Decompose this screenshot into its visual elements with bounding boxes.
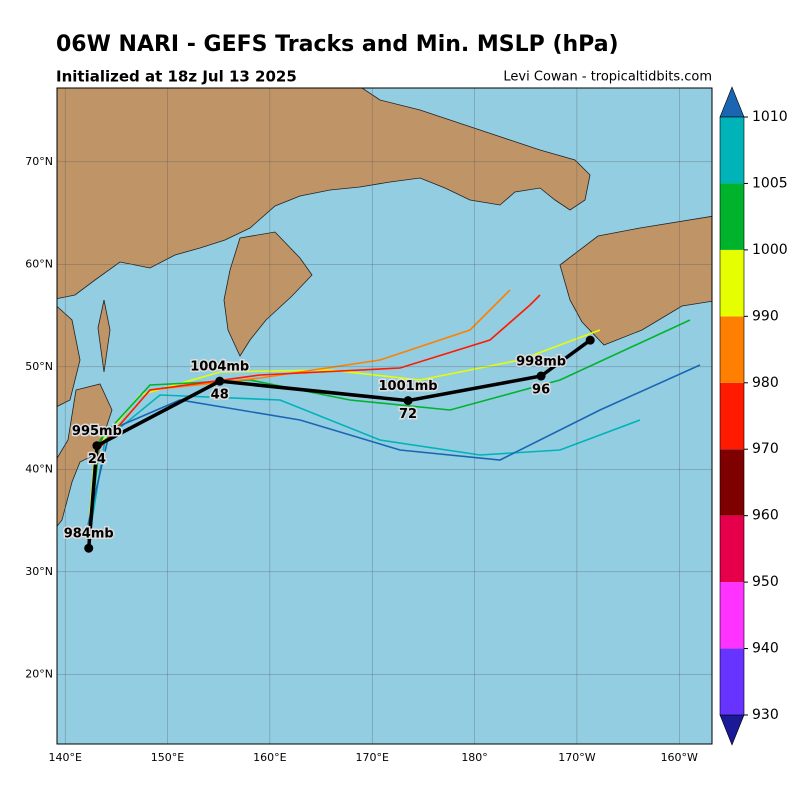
colorbar-label: 980 bbox=[752, 375, 779, 391]
colorbar-label: 990 bbox=[752, 308, 779, 324]
track-point bbox=[403, 396, 413, 406]
lon-label: 140°E bbox=[48, 751, 81, 764]
mean-track bbox=[86, 338, 592, 549]
track-point bbox=[536, 371, 546, 381]
sakhalin bbox=[97, 299, 111, 373]
colorbar-segment bbox=[720, 382, 744, 450]
colorbar-segment bbox=[720, 249, 744, 317]
land bbox=[57, 88, 712, 527]
kamchatka bbox=[223, 231, 313, 357]
colorbar-under bbox=[719, 714, 745, 746]
track-point bbox=[585, 335, 595, 345]
hour-label: 48 bbox=[211, 388, 229, 403]
member-track bbox=[87, 364, 701, 526]
asia-coast bbox=[57, 305, 81, 407]
track-point bbox=[92, 441, 102, 451]
hour-label: 72 bbox=[399, 407, 417, 422]
lat-label: 70°N bbox=[25, 155, 53, 168]
colorbar-label: 1005 bbox=[752, 175, 788, 191]
lat-label: 20°N bbox=[25, 667, 53, 680]
colorbar-label: 1010 bbox=[752, 109, 788, 125]
lat-label: 30°N bbox=[25, 565, 53, 578]
lat-label: 60°N bbox=[25, 257, 53, 270]
siberia bbox=[57, 88, 591, 300]
colorbar-label: 940 bbox=[752, 641, 779, 657]
lat-label: 40°N bbox=[25, 462, 53, 475]
colorbar-segment bbox=[720, 183, 744, 250]
title: 06W NARI - GEFS Tracks and Min. MSLP (hP… bbox=[56, 32, 619, 57]
colorbar-segment bbox=[720, 449, 744, 516]
lon-label: 160°W bbox=[661, 751, 698, 764]
pressure-label: 1004mb bbox=[190, 360, 249, 375]
lon-label: 180° bbox=[461, 751, 488, 764]
credit: Levi Cowan - tropicaltidbits.com bbox=[503, 70, 712, 85]
pressure-label: 998mb bbox=[516, 355, 566, 370]
pressure-label: 984mb bbox=[64, 527, 114, 542]
hour-label: 24 bbox=[88, 452, 106, 467]
track-point bbox=[215, 376, 225, 386]
lon-label: 170°E bbox=[355, 751, 388, 764]
map-frame bbox=[56, 87, 713, 745]
colorbar-segment bbox=[720, 515, 744, 583]
lat-label: 50°N bbox=[25, 360, 53, 373]
colorbar-label: 930 bbox=[752, 707, 779, 723]
lon-label: 160°E bbox=[253, 751, 286, 764]
colorbar-segment bbox=[720, 648, 744, 715]
pressure-label: 1001mb bbox=[379, 379, 438, 394]
alaska bbox=[559, 215, 712, 346]
colorbar-segment bbox=[720, 582, 744, 649]
colorbar-segment bbox=[720, 117, 744, 184]
colorbar-segment bbox=[720, 316, 744, 383]
hour-label: 96 bbox=[532, 383, 550, 398]
colorbar-label: 950 bbox=[752, 574, 779, 590]
colorbar-label: 1000 bbox=[752, 242, 788, 258]
lon-label: 170°W bbox=[558, 751, 595, 764]
colorbar-label: 960 bbox=[752, 508, 779, 524]
colorbar-frame bbox=[719, 116, 745, 716]
pressure-label: 995mb bbox=[72, 424, 122, 439]
subtitle: Initialized at 18z Jul 13 2025 bbox=[56, 68, 297, 86]
colorbar-over bbox=[719, 86, 745, 118]
track-point bbox=[84, 543, 94, 553]
japan bbox=[57, 383, 113, 527]
lon-label: 150°E bbox=[151, 751, 184, 764]
colorbar-label: 970 bbox=[752, 441, 779, 457]
